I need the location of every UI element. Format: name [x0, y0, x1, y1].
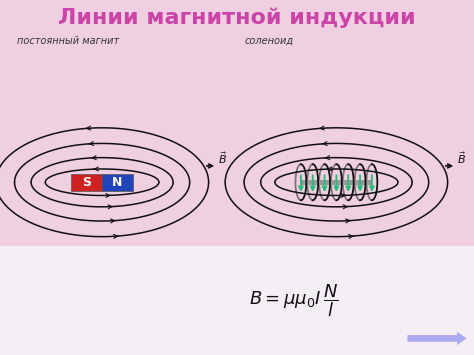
Text: постоянный магнит: постоянный магнит — [17, 36, 119, 45]
Bar — [0, 246, 474, 355]
Bar — [301, 180, 372, 185]
Text: $\vec{B}$: $\vec{B}$ — [218, 150, 227, 165]
Text: Линии магнитной индукции: Линии магнитной индукции — [58, 7, 416, 28]
Text: S: S — [82, 176, 91, 189]
Bar — [102, 174, 133, 191]
Text: $\vec{B}$: $\vec{B}$ — [457, 150, 466, 165]
Bar — [71, 174, 102, 191]
Text: соленоид: соленоид — [244, 36, 293, 45]
Text: N: N — [112, 176, 123, 189]
Text: $B = \mu\mu_0 I\,\dfrac{N}{l}$: $B = \mu\mu_0 I\,\dfrac{N}{l}$ — [249, 282, 338, 319]
Polygon shape — [407, 332, 466, 345]
